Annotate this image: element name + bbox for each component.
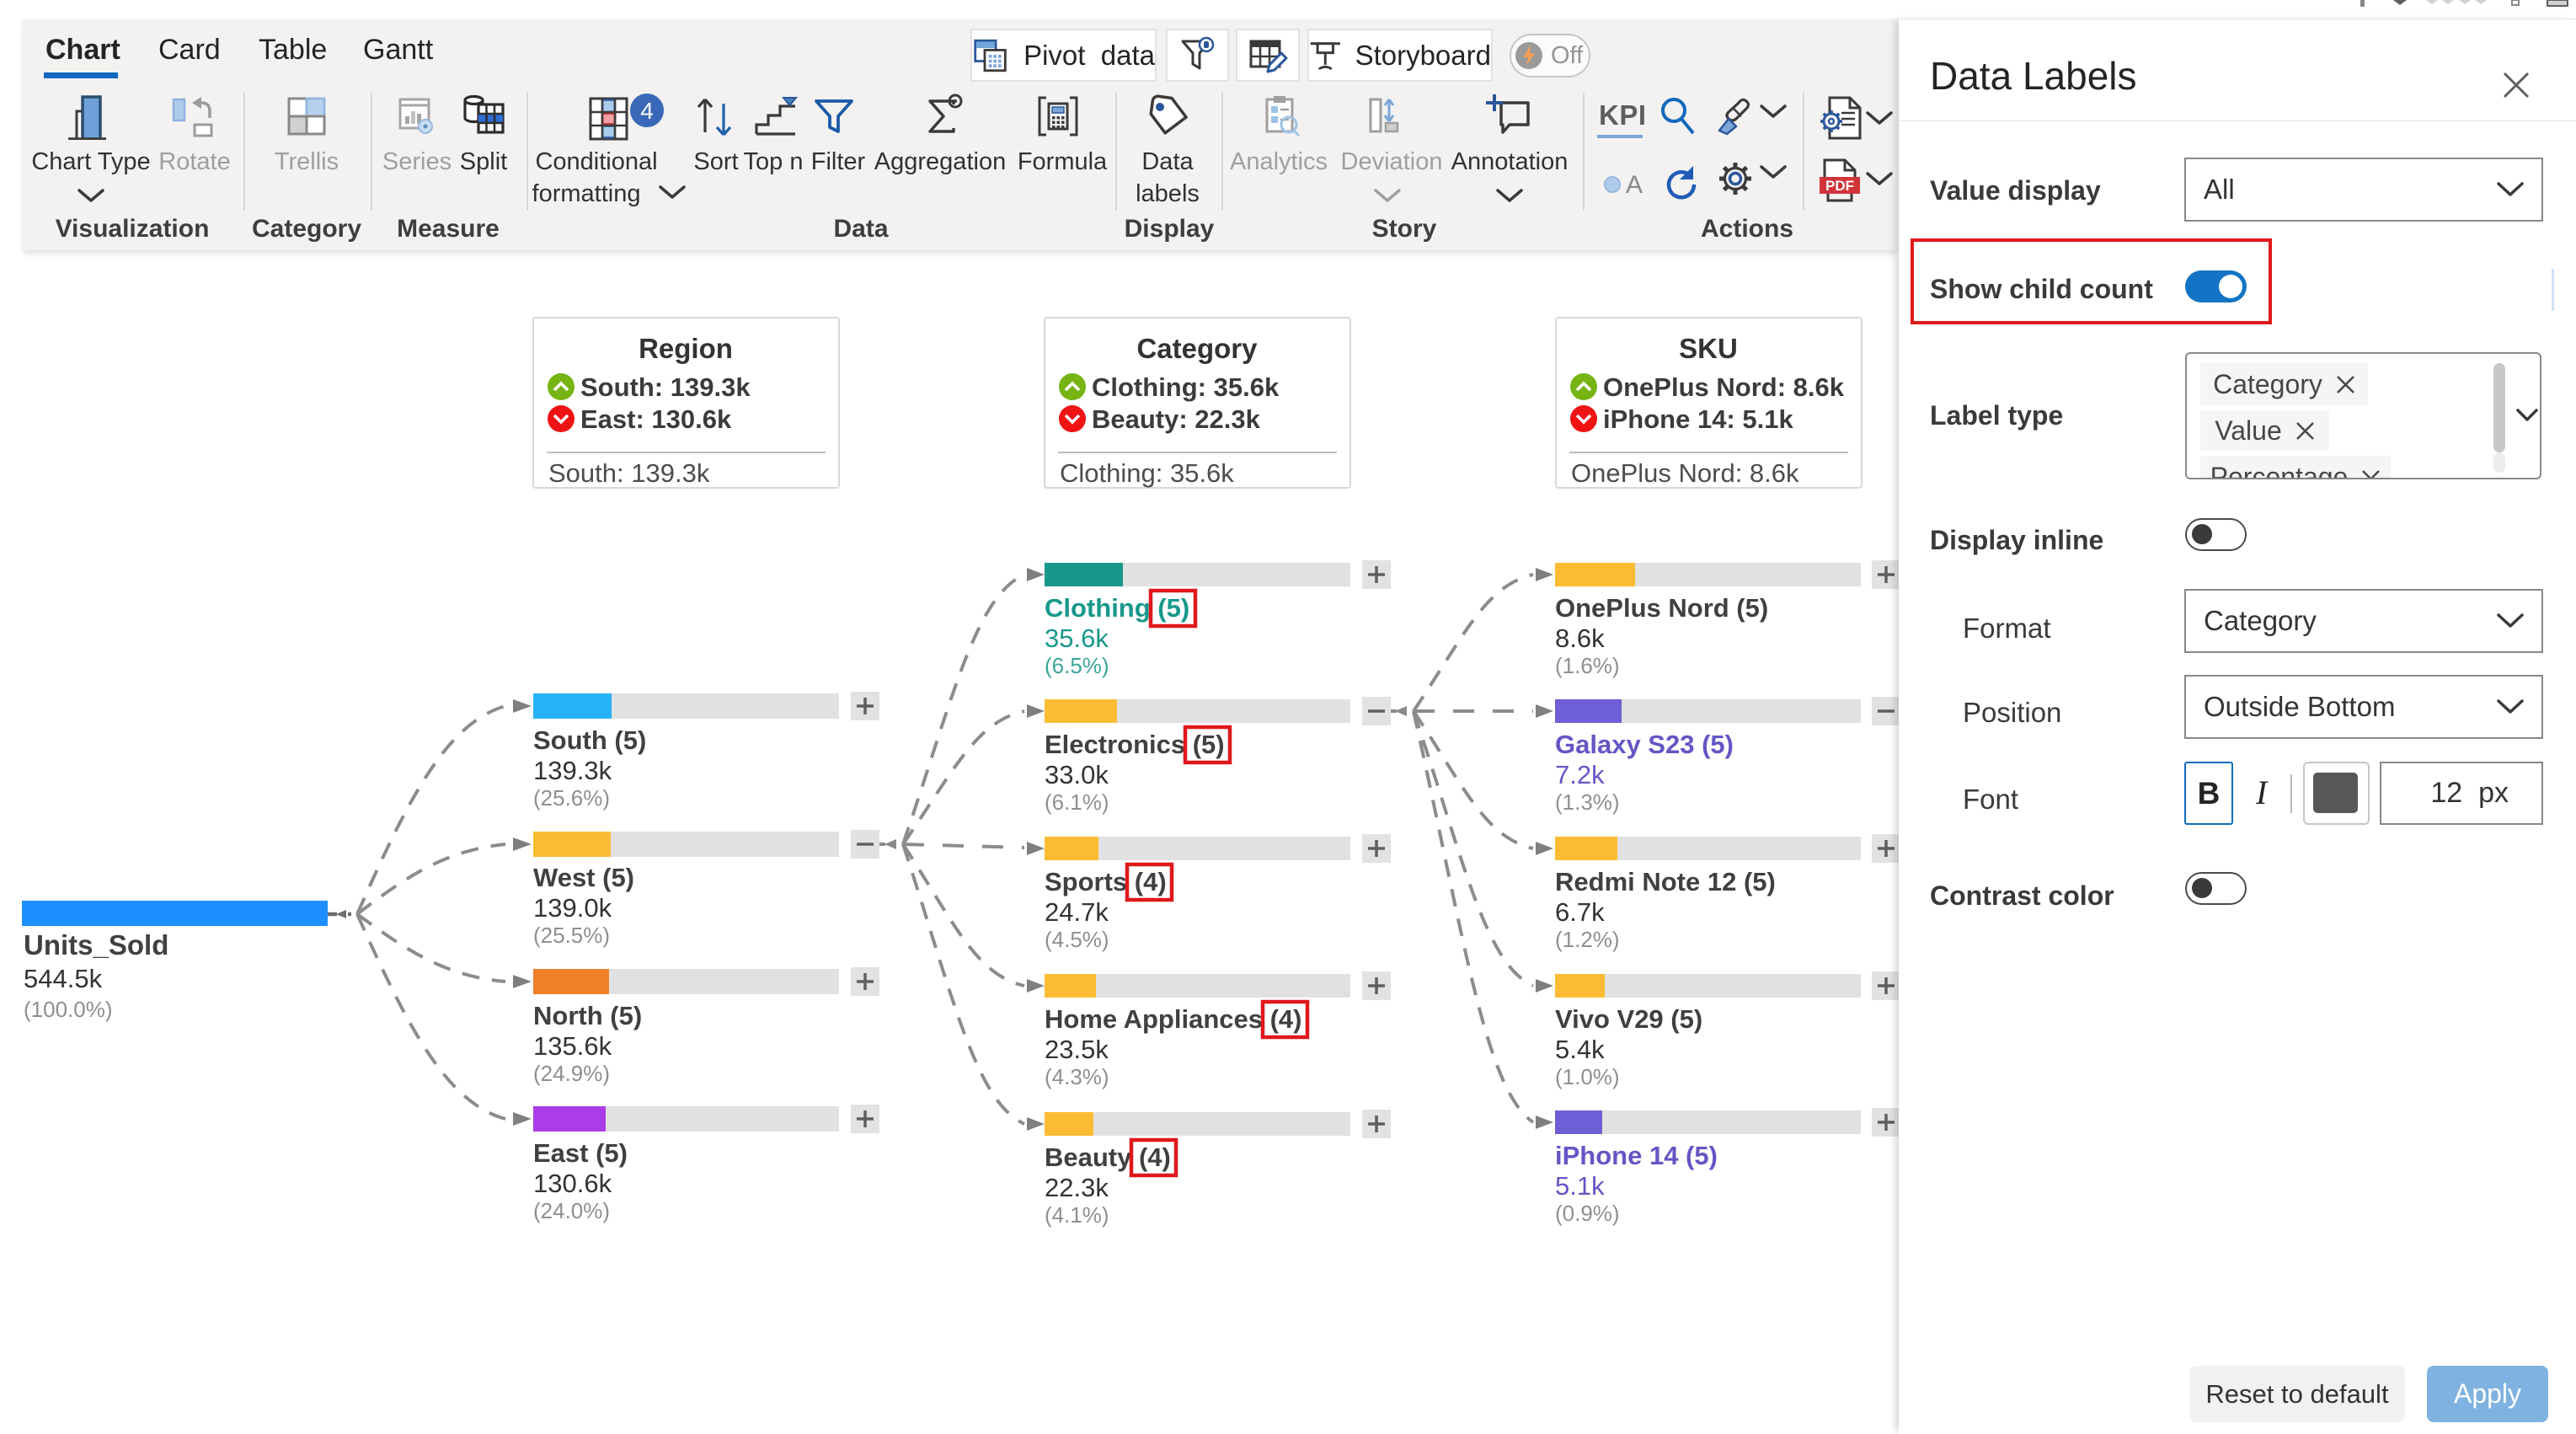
svg-text:4: 4 — [640, 98, 654, 124]
svg-text:(25.5%): (25.5%) — [533, 923, 610, 948]
svg-text:(100.0%): (100.0%) — [24, 997, 113, 1022]
svg-text:24.7k: 24.7k — [1045, 897, 1109, 927]
svg-text:Region: Region — [639, 333, 733, 364]
svg-text:Home Appliances (4): Home Appliances (4) — [1045, 1004, 1301, 1034]
svg-text:Sports (4): Sports (4) — [1045, 867, 1167, 896]
svg-text:Beauty: 22.3k: Beauty: 22.3k — [1092, 404, 1261, 434]
svg-text:Units_Sold: Units_Sold — [24, 929, 168, 960]
svg-text:22.3k: 22.3k — [1045, 1173, 1109, 1202]
svg-text:8.6k: 8.6k — [1555, 623, 1605, 653]
svg-text:Electronics (5): Electronics (5) — [1045, 730, 1225, 759]
svg-text:135.6k: 135.6k — [533, 1031, 612, 1061]
svg-text:130.6k: 130.6k — [533, 1169, 612, 1198]
svg-text:139.3k: 139.3k — [533, 756, 612, 785]
svg-text:Redmi Note 12 (5): Redmi Note 12 (5) — [1555, 867, 1776, 896]
svg-text:SKU: SKU — [1679, 333, 1738, 364]
svg-text:A: A — [1626, 171, 1643, 199]
svg-text:6.7k: 6.7k — [1555, 897, 1605, 927]
svg-text:(24.0%): (24.0%) — [533, 1198, 610, 1223]
svg-text:East (5): East (5) — [533, 1138, 628, 1168]
svg-text:(6.1%): (6.1%) — [1045, 789, 1109, 815]
svg-text:(6.5%): (6.5%) — [1045, 653, 1109, 678]
svg-text:(0.9%): (0.9%) — [1555, 1201, 1620, 1226]
svg-text:East: 130.6k: East: 130.6k — [580, 404, 732, 434]
svg-text:(1.0%): (1.0%) — [1555, 1064, 1620, 1089]
svg-text:(24.9%): (24.9%) — [533, 1061, 610, 1086]
svg-text:iPhone 14 (5): iPhone 14 (5) — [1555, 1141, 1718, 1170]
svg-text:23.5k: 23.5k — [1045, 1035, 1109, 1064]
svg-text:Beauty (4): Beauty (4) — [1045, 1142, 1171, 1172]
svg-text:Vivo V29 (5): Vivo V29 (5) — [1555, 1004, 1702, 1034]
svg-text:(4.5%): (4.5%) — [1045, 927, 1109, 952]
svg-text:(1.2%): (1.2%) — [1555, 927, 1620, 952]
svg-text:North (5): North (5) — [533, 1001, 642, 1030]
svg-text:33.0k: 33.0k — [1045, 760, 1109, 789]
svg-text:5.4k: 5.4k — [1555, 1035, 1605, 1064]
svg-text:South: 139.3k: South: 139.3k — [580, 372, 751, 402]
svg-text:(1.6%): (1.6%) — [1555, 653, 1620, 678]
svg-text:544.5k: 544.5k — [24, 964, 103, 993]
svg-text:iPhone 14: 5.1k: iPhone 14: 5.1k — [1603, 404, 1793, 434]
svg-text:OnePlus Nord: 8.6k: OnePlus Nord: 8.6k — [1603, 372, 1845, 402]
svg-text:Category: Category — [1136, 333, 1258, 364]
svg-text:(25.6%): (25.6%) — [533, 785, 610, 811]
svg-text:7.2k: 7.2k — [1555, 760, 1605, 789]
svg-text:OnePlus Nord: 8.6k: OnePlus Nord: 8.6k — [1571, 458, 1799, 488]
svg-text:OnePlus Nord (5): OnePlus Nord (5) — [1555, 593, 1768, 623]
svg-text:Clothing (5): Clothing (5) — [1045, 593, 1189, 623]
svg-text:South (5): South (5) — [533, 725, 646, 755]
svg-text:(4.3%): (4.3%) — [1045, 1064, 1109, 1089]
svg-text:35.6k: 35.6k — [1045, 623, 1109, 653]
svg-text:(1.3%): (1.3%) — [1555, 789, 1620, 815]
svg-text:139.0k: 139.0k — [533, 893, 612, 923]
svg-text:West (5): West (5) — [533, 863, 634, 892]
svg-text:5.1k: 5.1k — [1555, 1171, 1605, 1201]
svg-text:Clothing: 35.6k: Clothing: 35.6k — [1092, 372, 1280, 402]
svg-text:PDF: PDF — [1825, 178, 1854, 194]
svg-text:(4.1%): (4.1%) — [1045, 1202, 1109, 1228]
svg-text:Clothing: 35.6k: Clothing: 35.6k — [1060, 458, 1234, 488]
svg-text:South: 139.3k: South: 139.3k — [548, 458, 710, 488]
svg-text:Galaxy S23 (5): Galaxy S23 (5) — [1555, 730, 1734, 759]
